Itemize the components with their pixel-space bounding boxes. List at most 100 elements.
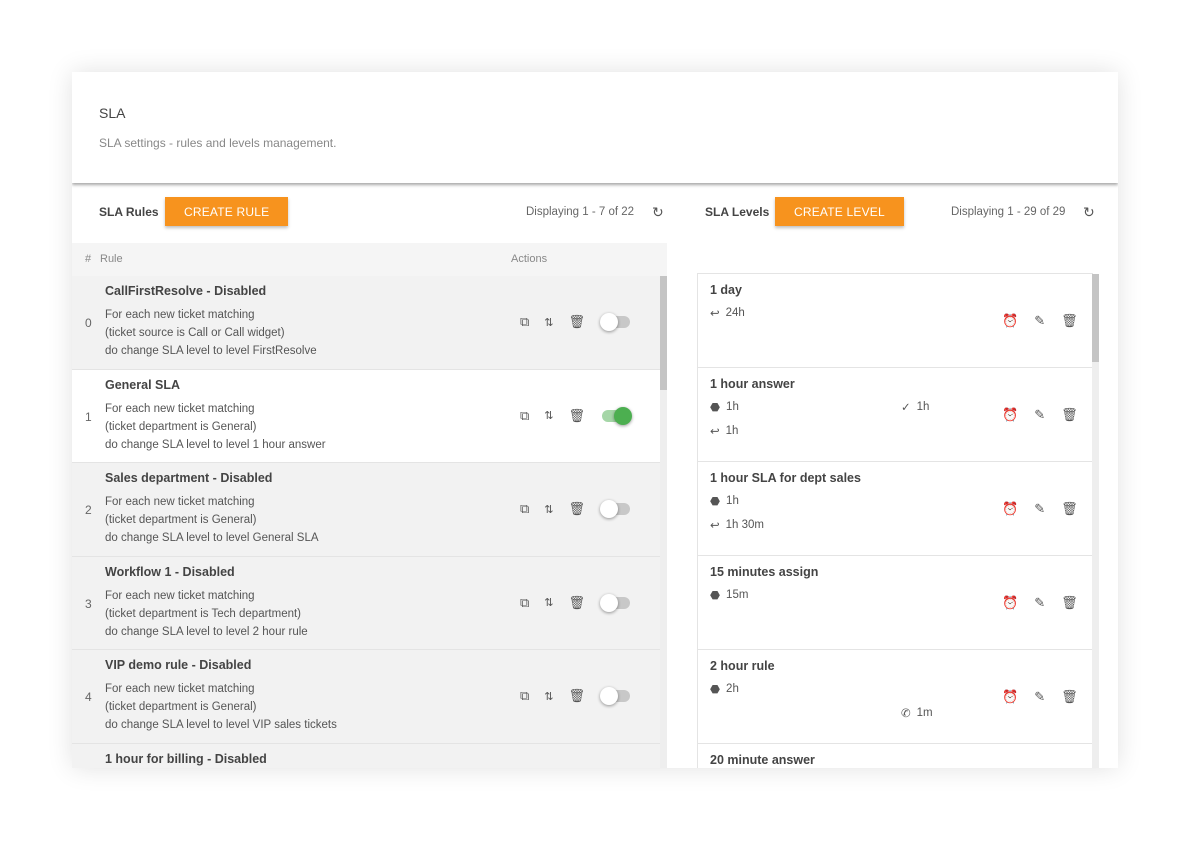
reorder-icon[interactable]: ⇅ (544, 690, 554, 703)
delete-icon[interactable]: 🗑 (568, 688, 586, 703)
rule-name: 1 hour for billing - Disabled (105, 751, 267, 766)
reorder-icon[interactable]: ⇅ (544, 597, 554, 609)
reply-time: ↩ 1h 30m (710, 519, 764, 532)
rule-row[interactable]: 3 Workflow 1 - Disabled For each new tick… (72, 556, 660, 650)
sla-levels-label: SLA Levels (705, 205, 770, 219)
copy-icon[interactable]: ⧉ (520, 594, 530, 610)
reorder-icon[interactable]: ⇅ (544, 503, 554, 516)
level-name: 1 hour SLA for dept sales (710, 471, 861, 485)
rule-actions: ⧉ ⇅ 🗑 (520, 687, 631, 705)
level-name: 2 hour rule (710, 659, 775, 673)
rule-row[interactable]: 0 CallFirstResolve - Disabled For each ne… (72, 276, 660, 370)
alarm-clock-icon[interactable]: ⏰ (1002, 501, 1019, 516)
rule-action: do change SLA level to level General SLA (105, 532, 319, 544)
rules-count: Displaying 1 - 7 of 22 (526, 206, 635, 218)
create-rule-button[interactable]: CREATE RULE (165, 197, 289, 226)
sla-rules-label: SLA Rules (99, 205, 159, 219)
rule-condition: (ticket source is Call or Call widget) (105, 327, 285, 339)
enable-toggle[interactable] (600, 687, 631, 705)
refresh-rules-icon[interactable]: ↻ (652, 204, 664, 220)
level-row[interactable]: 20 minute answer (698, 744, 1092, 768)
rule-name: Sales department - Disabled (105, 471, 273, 485)
rules-scrollbar[interactable] (660, 276, 667, 768)
create-level-button[interactable]: CREATE LEVEL (775, 197, 904, 226)
delete-icon[interactable]: 🗑 (568, 407, 586, 423)
rule-row[interactable]: 5 1 hour for billing - Disabled (72, 743, 660, 768)
col-actions: Actions (511, 253, 548, 265)
copy-icon[interactable]: ⧉ (520, 501, 530, 516)
levels-count: Displaying 1 - 29 of 29 (951, 206, 1066, 218)
rule-action: do change SLA level to level FirstResolv… (105, 345, 317, 357)
rule-name: CallFirstResolve - Disabled (105, 284, 267, 298)
rule-index: 2 (85, 503, 92, 517)
rule-name: VIP demo rule - Disabled (105, 658, 252, 672)
level-name: 20 minute answer (710, 753, 815, 767)
enable-toggle[interactable] (600, 593, 631, 612)
delete-icon[interactable]: 🗑 (1061, 689, 1078, 704)
reply-icon: ↩ (710, 308, 720, 320)
first-response-time: ⬣ 1h (710, 401, 739, 414)
rule-name: Workflow 1 - Disabled (105, 564, 235, 579)
edit-icon[interactable]: ✎ (1034, 313, 1046, 328)
rule-actions: ⧉ ⇅ 🗑 (520, 500, 631, 518)
alarm-clock-icon[interactable]: ⏰ (1002, 595, 1019, 610)
copy-icon[interactable]: ⧉ (520, 314, 530, 329)
first-response-icon: ⬣ (710, 496, 721, 508)
level-actions: ⏰ ✎ 🗑 (1002, 313, 1078, 329)
delete-icon[interactable]: 🗑 (1061, 595, 1078, 610)
levels-list: 1 day ↩ 24h ⏰ ✎ 🗑 1 hour answer ⬣ 1h ↩ 1h ✓ 1h ⏰ ✎ 🗑 1 h… (697, 273, 1093, 768)
enable-toggle[interactable] (602, 406, 633, 425)
delete-icon[interactable]: 🗑 (1061, 313, 1078, 328)
level-row[interactable]: 1 hour answer ⬣ 1h ↩ 1h ✓ 1h ⏰ ✎ 🗑 (698, 368, 1092, 462)
delete-icon[interactable]: 🗑 (1061, 501, 1078, 516)
delete-icon[interactable]: 🗑 (568, 314, 586, 329)
delete-icon[interactable]: 🗑 (568, 594, 586, 610)
copy-icon[interactable]: ⧉ (520, 688, 530, 703)
alarm-clock-icon[interactable]: ⏰ (1002, 689, 1019, 704)
edit-icon[interactable]: ✎ (1034, 689, 1046, 704)
reply-icon: ↩ (710, 520, 720, 532)
level-actions: ⏰ ✎ 🗑 (1002, 407, 1078, 423)
rule-index: 1 (85, 409, 92, 424)
copy-icon[interactable]: ⧉ (520, 407, 530, 423)
levels-scrollbar[interactable] (1092, 274, 1099, 768)
edit-icon[interactable]: ✎ (1034, 595, 1046, 610)
rule-action: do change SLA level to level 1 hour answ… (105, 438, 326, 451)
level-row[interactable]: 1 hour SLA for dept sales ⬣ 1h ↩ 1h 30m ⏰ ✎ 🗑 (698, 462, 1092, 556)
alarm-clock-icon[interactable]: ⏰ (1002, 313, 1019, 328)
rule-row[interactable]: 1 General SLA For each new ticket matchin… (72, 369, 660, 463)
rule-condition: (ticket department is General) (105, 514, 257, 526)
level-row[interactable]: 2 hour rule ⬣ 2h ✆ 1m ⏰ ✎ 🗑 (698, 650, 1092, 744)
edit-icon[interactable]: ✎ (1034, 501, 1046, 516)
rule-row[interactable]: 2 Sales department - Disabled For each ne… (72, 463, 660, 557)
page-subtitle: SLA settings - rules and levels manageme… (99, 136, 337, 150)
level-row[interactable]: 15 minutes assign ⬣ 15m ⏰ ✎ 🗑 (698, 556, 1092, 650)
first-response-time: ⬣ 1h (710, 495, 739, 508)
rule-line: For each new ticket matching (105, 589, 255, 602)
level-name: 15 minutes assign (710, 565, 819, 579)
enable-toggle[interactable] (600, 313, 631, 331)
level-row[interactable]: 1 day ↩ 24h ⏰ ✎ 🗑 (698, 274, 1092, 368)
rule-index: 3 (85, 596, 92, 611)
rules-table-header: # Rule Actions (72, 243, 667, 276)
delete-icon[interactable]: 🗑 (1061, 407, 1078, 422)
first-response-icon: ⬣ (710, 590, 721, 602)
rule-action: do change SLA level to level 2 hour rule (105, 625, 308, 638)
rule-row[interactable]: 4 VIP demo rule - Disabled For each new t… (72, 650, 660, 744)
enable-toggle[interactable] (600, 500, 631, 518)
sla-card: SLA SLA settings - rules and levels mana… (72, 72, 1118, 768)
reply-time: ↩ 24h (710, 307, 745, 320)
level-actions: ⏰ ✎ 🗑 (1002, 501, 1078, 517)
col-rule: Rule (100, 253, 123, 265)
delete-icon[interactable]: 🗑 (568, 501, 586, 516)
rule-index: 0 (85, 316, 92, 330)
level-name: 1 day (710, 283, 742, 297)
call-time: ✆ 1m (901, 707, 933, 720)
rule-name: General SLA (105, 377, 181, 392)
refresh-levels-icon[interactable]: ↻ (1083, 204, 1095, 220)
level-actions: ⏰ ✎ 🗑 (1002, 689, 1078, 705)
reorder-icon[interactable]: ⇅ (544, 410, 554, 422)
edit-icon[interactable]: ✎ (1034, 407, 1046, 422)
reorder-icon[interactable]: ⇅ (544, 316, 554, 329)
alarm-clock-icon[interactable]: ⏰ (1002, 407, 1019, 422)
